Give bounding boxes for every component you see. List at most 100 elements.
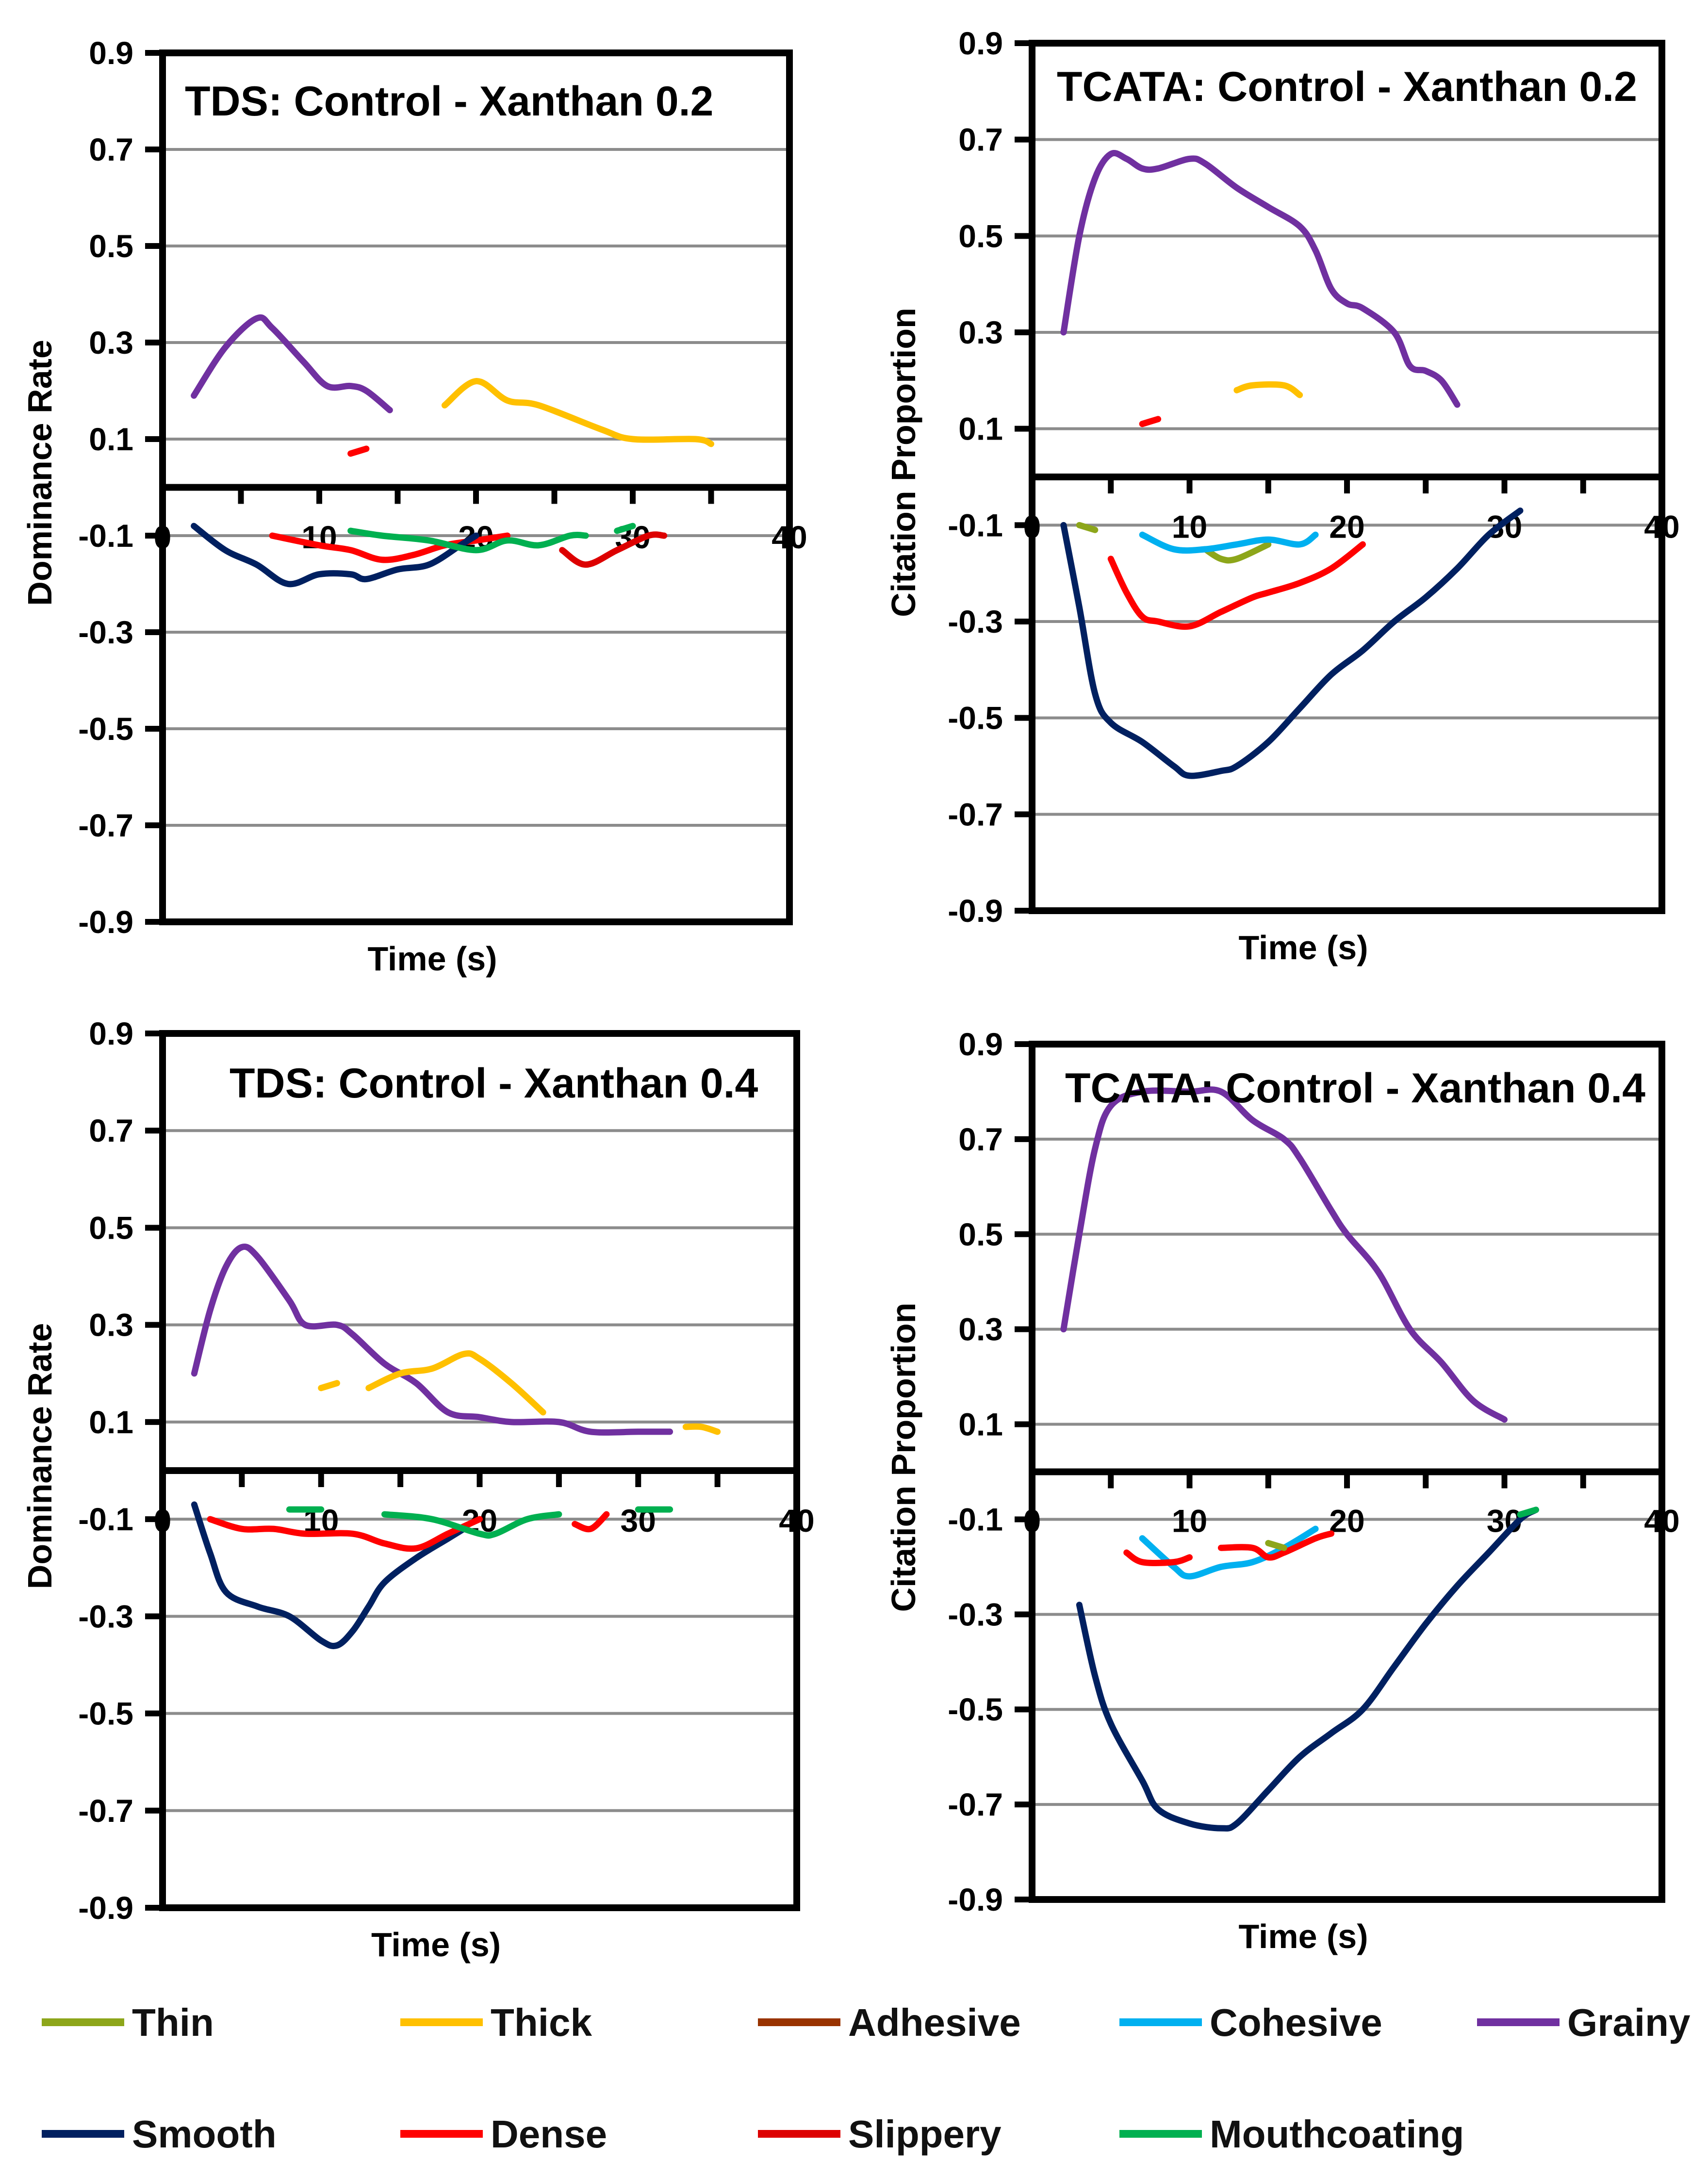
y-tick-label: 0.7 [958, 122, 1003, 158]
y-tick-label: -0.3 [948, 1596, 1003, 1632]
x-tick-label: 10 [1172, 508, 1207, 544]
y-tick-label: 0.1 [958, 411, 1003, 447]
series-line-mouthcoating [614, 523, 636, 534]
x-axis-label: Time (s) [1238, 929, 1368, 966]
series-line-dense [347, 445, 370, 457]
y-tick-label: 0.3 [89, 325, 133, 360]
legend-item-mouthcoating: Mouthcoating [1119, 2112, 1464, 2156]
series-line-grainy [1060, 150, 1461, 408]
y-tick-label: 0.1 [89, 1404, 133, 1440]
legend-label: Dense [491, 2112, 607, 2156]
series-line-dense [1139, 416, 1162, 427]
legend-item-cohesive: Cohesive [1119, 2001, 1382, 2044]
x-tick-label: 20 [1329, 508, 1364, 544]
y-tick-label: -0.7 [948, 796, 1003, 832]
legend-label: Cohesive [1210, 2001, 1382, 2044]
legend-label: Mouthcoating [1210, 2112, 1464, 2156]
series-line-grainy [191, 1244, 673, 1436]
x-tick-label: 20 [1329, 1503, 1364, 1539]
chart-title: TDS: Control - Xanthan 0.2 [185, 78, 713, 125]
y-tick-label: 0.5 [958, 218, 1003, 254]
series-line-dense [1107, 541, 1366, 630]
y-tick-label: 0.3 [958, 314, 1003, 350]
y-tick-label: -0.7 [948, 1786, 1003, 1822]
series-line-mouthcoating [381, 1511, 562, 1539]
x-axis-label: Time (s) [367, 940, 497, 978]
x-axis-label: Time (s) [371, 1926, 501, 1964]
y-tick-label: -0.7 [78, 807, 133, 843]
y-tick-label: -0.9 [78, 1890, 133, 1926]
series-line-grainy [191, 314, 393, 413]
series-line-thick [365, 1350, 546, 1416]
y-tick-label: -0.1 [948, 507, 1003, 543]
x-tick-label: 40 [779, 1503, 814, 1539]
y-tick-label: 0.3 [958, 1311, 1003, 1347]
y-tick-label: 0.9 [89, 35, 133, 71]
y-tick-label: 0.1 [958, 1407, 1003, 1442]
series-line-thin [1265, 1539, 1287, 1551]
legend-label: Thick [491, 2001, 592, 2044]
series-line-cohesive [1139, 531, 1319, 554]
series-line-dense [207, 1516, 483, 1552]
y-axis-label: Dominance Rate [21, 1323, 59, 1589]
legend-label: Slippery [848, 2112, 1002, 2156]
chart-title: TDS: Control - Xanthan 0.4 [230, 1060, 758, 1107]
legend-label: Thin [132, 2001, 214, 2044]
legend-label: Grainy [1567, 2001, 1691, 2044]
chart-3: 0.90.70.50.30.1-0.1-0.3-0.5-0.7-0.90 10 20… [21, 1015, 815, 1964]
y-tick-label: -0.5 [948, 700, 1003, 736]
x-tick-label: 0 [1023, 1503, 1041, 1539]
series-line-thick [1233, 381, 1303, 398]
y-tick-label: -0.7 [78, 1793, 133, 1829]
y-tick-label: -0.5 [948, 1691, 1003, 1727]
y-tick-label: -0.5 [78, 1696, 133, 1732]
y-tick-label: -0.9 [948, 893, 1003, 929]
series-line-thick [318, 1380, 340, 1392]
series-line-thin [1076, 522, 1099, 533]
y-tick-label: -0.5 [78, 711, 133, 747]
chart-title: TCATA: Control - Xanthan 0.2 [1057, 64, 1637, 110]
series-line-mouthcoating [347, 527, 589, 554]
y-tick-label: 0.5 [89, 228, 133, 264]
legend-item-dense: Dense [400, 2112, 607, 2156]
legend-item-slippery: Slippery [758, 2112, 1002, 2156]
series-line-smooth [1060, 508, 1524, 779]
chart-title: TCATA: Control - Xanthan 0.4 [1065, 1065, 1645, 1112]
x-tick-label: 40 [1644, 508, 1679, 544]
x-tick-label: 10 [1172, 1503, 1207, 1539]
y-axis-label: Citation Proportion [885, 1303, 922, 1612]
x-tick-label: 0 [154, 519, 172, 555]
x-tick-label: 0 [154, 1503, 172, 1539]
y-tick-label: -0.3 [948, 604, 1003, 639]
y-tick-label: 0.3 [89, 1307, 133, 1343]
series-line-thick [682, 1423, 721, 1435]
legend-item-grainy: Grainy [1477, 2001, 1691, 2044]
y-axis-label: Dominance Rate [21, 340, 59, 606]
legend-item-adhesive: Adhesive [758, 2001, 1021, 2044]
chart-1: 0.90.70.50.30.1-0.1-0.3-0.5-0.7-0.90 10 20… [21, 35, 807, 978]
legend-item-thin: Thin [42, 2001, 214, 2044]
y-tick-label: 0.1 [89, 421, 133, 457]
y-tick-label: 0.7 [958, 1121, 1003, 1157]
series-line-dense [572, 1511, 610, 1533]
series-line-smooth [191, 1501, 467, 1650]
y-tick-label: 0.7 [89, 131, 133, 167]
x-tick-label: 40 [772, 519, 807, 555]
y-tick-label: 0.9 [958, 25, 1003, 61]
y-tick-label: 0.9 [958, 1026, 1003, 1062]
legend-item-thick: Thick [400, 2001, 592, 2044]
y-tick-label: 0.9 [89, 1015, 133, 1051]
x-tick-label: 0 [1023, 508, 1041, 544]
y-tick-label: 0.5 [958, 1216, 1003, 1252]
series-line-thin [1202, 541, 1272, 564]
legend-item-smooth: Smooth [42, 2112, 277, 2156]
x-axis-label: Time (s) [1238, 1917, 1368, 1955]
y-tick-label: -0.1 [948, 1501, 1003, 1537]
legend-label: Smooth [132, 2112, 277, 2156]
legend: Thin Thick Adhesive Cohesive Grainy Smooth Den… [42, 2001, 1691, 2156]
y-tick-label: 0.7 [89, 1113, 133, 1148]
chart-2: 0.9 0.7 0.5 0.3 0.1 -0.1 -0.3 -0.5 -0.7 -0.9 0 10 20… [885, 25, 1680, 966]
y-tick-label: -0.3 [78, 1598, 133, 1634]
series-line-grainy [1060, 1086, 1508, 1423]
